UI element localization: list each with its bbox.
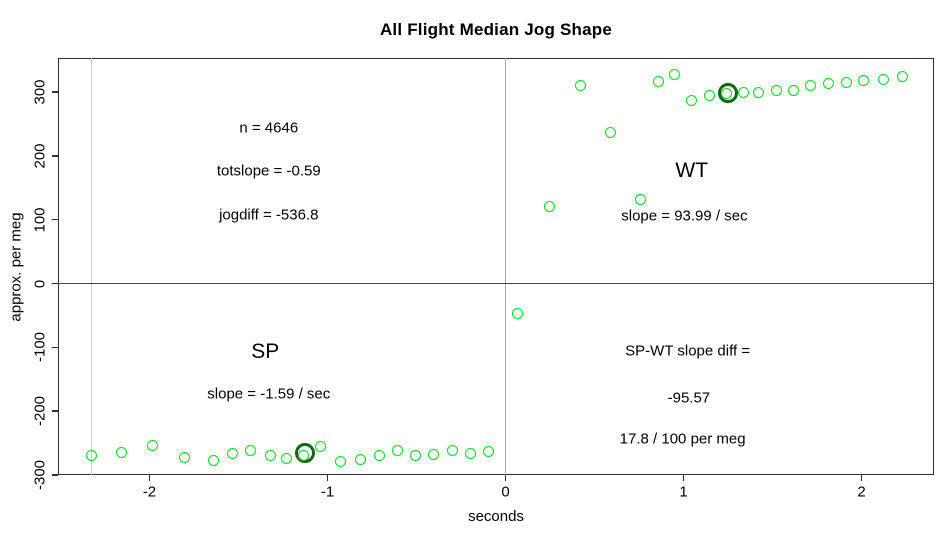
annotation: -95.57	[667, 389, 711, 407]
highlight-ring	[718, 83, 739, 104]
x-tick-label: 2	[857, 483, 866, 501]
data-point	[605, 126, 617, 138]
data-point	[822, 78, 834, 90]
data-point	[354, 453, 366, 465]
x-axis-label: seconds	[468, 508, 524, 525]
x-tick	[504, 475, 507, 481]
annotation: SP-WT slope diff =	[625, 342, 751, 360]
y-tick	[52, 155, 58, 157]
data-point	[297, 450, 309, 462]
annotation: 17.8 / 100 per meg	[619, 430, 746, 448]
x-tick	[682, 475, 685, 481]
annotation: n = 4646	[239, 119, 299, 137]
annotation: slope = 93.99 / sec	[621, 207, 748, 225]
annotation: slope = -1.59 / sec	[207, 385, 331, 403]
highlight-ring	[294, 443, 315, 464]
data-point	[544, 200, 556, 212]
annotation: WT	[675, 158, 709, 182]
data-point	[720, 88, 732, 100]
data-point	[315, 441, 327, 453]
data-point	[265, 450, 277, 462]
zero-h-line	[58, 282, 934, 285]
y-tick	[52, 91, 58, 93]
y-tick	[52, 410, 58, 412]
y-axis-label: approx. per meg	[7, 212, 25, 322]
y-tick	[52, 218, 58, 221]
x-tick	[860, 475, 863, 481]
data-point	[669, 69, 681, 81]
x-tick	[326, 475, 329, 481]
x-tick-label: -2	[142, 483, 157, 501]
data-point	[771, 85, 783, 97]
data-point	[428, 449, 440, 461]
y-tick-label: 300	[31, 79, 49, 105]
data-point	[447, 445, 459, 457]
data-point	[737, 87, 749, 99]
data-point	[857, 75, 869, 87]
data-point	[244, 445, 256, 457]
chart-title: All Flight Median Jog Shape	[379, 20, 613, 39]
data-point	[752, 86, 764, 98]
data-point	[897, 71, 909, 83]
data-point	[178, 451, 190, 463]
data-point	[575, 80, 587, 92]
data-point	[840, 76, 852, 88]
data-point	[483, 445, 495, 457]
plot-area	[58, 58, 934, 475]
zero-v-line	[504, 58, 507, 475]
y-tick-label: -100	[31, 332, 49, 363]
data-point	[115, 446, 127, 458]
data-point	[805, 79, 817, 91]
data-point	[703, 89, 715, 101]
y-tick-label: 200	[31, 143, 49, 169]
data-point	[409, 450, 421, 462]
y-tick	[52, 282, 58, 285]
data-point	[226, 448, 238, 460]
x-tick-label: 1	[679, 483, 688, 501]
y-tick-label: -300	[31, 459, 49, 491]
x-tick-label: -1	[320, 483, 335, 501]
y-tick-label: -200	[31, 396, 49, 427]
annotation: totslope = -0.59	[216, 162, 321, 180]
data-point	[280, 452, 292, 464]
x-tick-label: 0	[501, 483, 510, 501]
data-point	[787, 84, 799, 96]
data-point	[877, 73, 889, 85]
data-point	[512, 308, 524, 319]
y-tick-label: 0	[31, 279, 49, 288]
annotation: jogdiff = -536.8	[219, 206, 319, 224]
y-tick	[52, 474, 58, 476]
data-point	[391, 444, 403, 456]
y-tick	[52, 346, 58, 349]
data-point	[207, 455, 219, 467]
x-tick	[148, 475, 151, 481]
annotation: SP	[251, 339, 280, 363]
data-point	[335, 456, 347, 468]
data-point	[465, 447, 477, 459]
ref-v-line	[90, 58, 93, 475]
y-tick-label: 100	[31, 207, 49, 233]
data-point	[85, 449, 97, 461]
data-point	[146, 440, 158, 452]
data-point	[373, 449, 385, 461]
data-point	[635, 193, 647, 205]
data-point	[686, 95, 698, 107]
data-point	[652, 76, 664, 88]
